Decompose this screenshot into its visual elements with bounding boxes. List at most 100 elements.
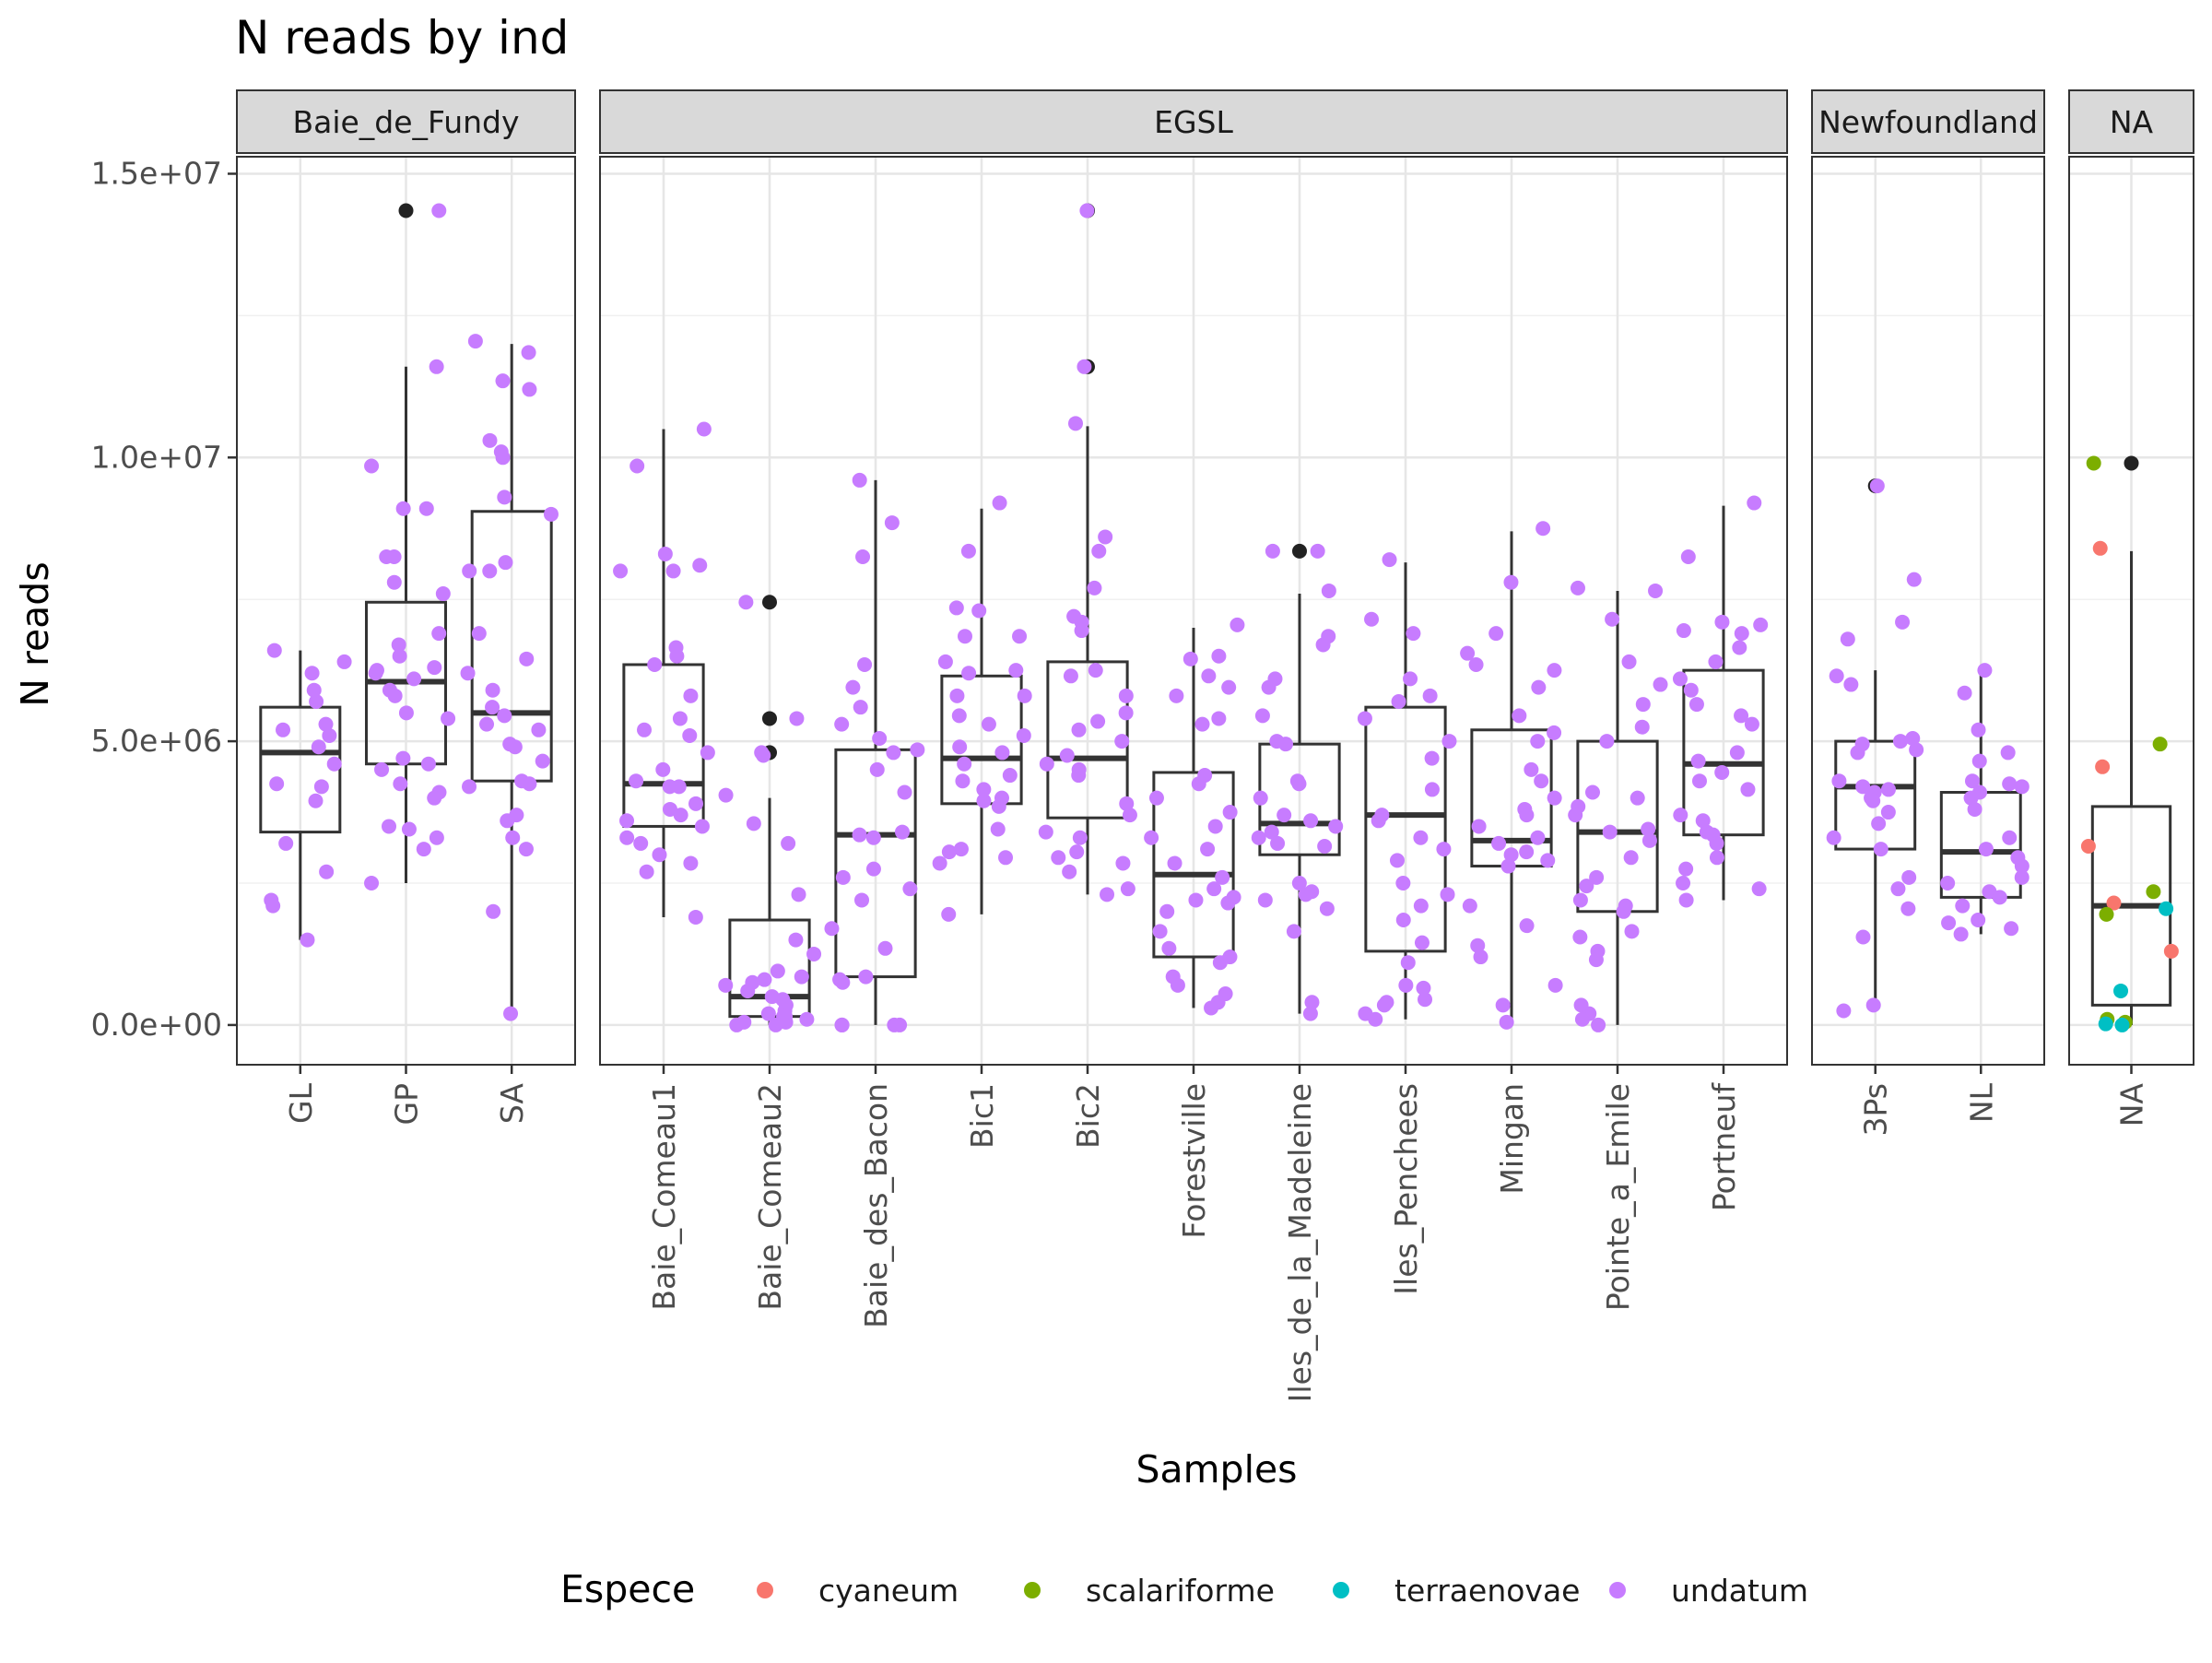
x-tick-label: Pointe_a_Emile	[1600, 1083, 1636, 1311]
data-point	[1382, 552, 1397, 568]
data-point	[652, 847, 667, 863]
data-point	[2014, 858, 2030, 874]
data-point	[1317, 838, 1333, 854]
data-point	[770, 963, 785, 979]
data-point	[1038, 824, 1053, 840]
y-axis-title: N reads	[13, 561, 57, 706]
data-point	[1159, 903, 1175, 919]
data-point	[1547, 663, 1562, 678]
x-tick-label: GL	[283, 1082, 319, 1124]
data-point	[2014, 869, 2030, 885]
data-point	[613, 563, 629, 579]
data-point	[322, 727, 337, 743]
data-point	[1376, 997, 1392, 1013]
data-point	[387, 688, 403, 703]
data-point	[1572, 929, 1588, 945]
data-point	[955, 773, 971, 789]
data-point	[1182, 651, 1198, 666]
legend-items: cyaneum scalariforme terraenovae undatum	[757, 1573, 1808, 1609]
data-point	[535, 753, 550, 769]
data-point	[518, 842, 534, 857]
data-point	[497, 708, 512, 724]
legend-key	[1024, 1582, 1041, 1598]
data-point	[1291, 876, 1307, 890]
data-point	[1406, 626, 1421, 642]
data-point	[1690, 753, 1706, 769]
data-point	[834, 716, 850, 732]
data-point	[1909, 742, 1924, 758]
data-point	[266, 643, 282, 658]
points-gp	[364, 203, 456, 890]
data-point	[495, 450, 511, 466]
data-point-cyaneum	[2092, 540, 2108, 556]
data-point	[1673, 808, 1688, 823]
data-point	[505, 830, 521, 845]
data-point	[1630, 790, 1645, 806]
data-point	[1077, 359, 1092, 374]
data-point	[799, 1011, 815, 1027]
data-point	[1167, 855, 1182, 871]
data-point	[1413, 898, 1429, 914]
data-point	[319, 864, 335, 879]
y-tick-label: 1.5e+07	[91, 155, 222, 191]
data-point	[1067, 416, 1083, 431]
box-iqr	[1152, 771, 1235, 959]
y-axis: 0.0e+00 5.0e+06 1.0e+07 1.5e+07	[91, 155, 237, 1043]
data-point	[429, 359, 444, 374]
data-point	[1503, 847, 1519, 863]
data-point	[406, 671, 422, 687]
data-point	[1291, 776, 1307, 792]
data-point	[629, 458, 645, 474]
data-point	[1114, 734, 1130, 749]
facet-strip-label: Newfoundland	[1818, 104, 2038, 140]
data-point	[1400, 955, 1416, 971]
points-bic2	[1038, 203, 1137, 902]
data-point	[1303, 813, 1319, 829]
data-point	[1364, 611, 1380, 627]
data-point	[1589, 869, 1605, 885]
data-point	[718, 977, 734, 993]
data-point	[852, 827, 867, 843]
data-point	[1519, 844, 1535, 860]
data-point	[1708, 654, 1724, 669]
data-point	[1971, 753, 1987, 769]
data-point	[1871, 816, 1887, 832]
data-point	[1090, 714, 1106, 729]
data-point	[306, 682, 322, 698]
data-point	[884, 515, 900, 531]
data-point	[1278, 737, 1294, 752]
data-point	[1524, 761, 1539, 777]
facet-strip	[236, 89, 576, 154]
data-point	[1304, 995, 1320, 1010]
data-point	[1152, 924, 1168, 939]
data-point-cyaneum	[2106, 895, 2122, 911]
data-point	[482, 563, 498, 579]
data-point	[639, 864, 654, 879]
data-point	[1855, 929, 1871, 945]
data-point	[1039, 756, 1054, 772]
data-point	[952, 739, 968, 755]
data-point	[1623, 850, 1639, 866]
data-point	[682, 727, 698, 743]
data-point	[364, 458, 380, 474]
data-point	[694, 819, 710, 834]
data-point	[1063, 668, 1078, 684]
points-baie_comeau1	[613, 421, 715, 925]
data-point	[1740, 782, 1756, 797]
data-point	[1978, 842, 1994, 857]
data-point	[1230, 617, 1245, 632]
data-point	[276, 722, 291, 737]
x-tick-label: NL	[1963, 1082, 1999, 1123]
facet-strip-label: EGSL	[1154, 104, 1233, 140]
data-point	[869, 761, 885, 777]
data-point	[1257, 892, 1273, 908]
data-point	[1709, 835, 1724, 851]
points-baie_comeau2	[718, 595, 822, 1032]
data-point	[1540, 853, 1556, 868]
x-tick-label: GP	[389, 1083, 425, 1125]
data-point	[391, 637, 406, 653]
data-point	[629, 773, 644, 789]
data-point-cyaneum	[2080, 838, 2096, 854]
legend-key	[1333, 1582, 1349, 1598]
data-point	[835, 974, 851, 990]
